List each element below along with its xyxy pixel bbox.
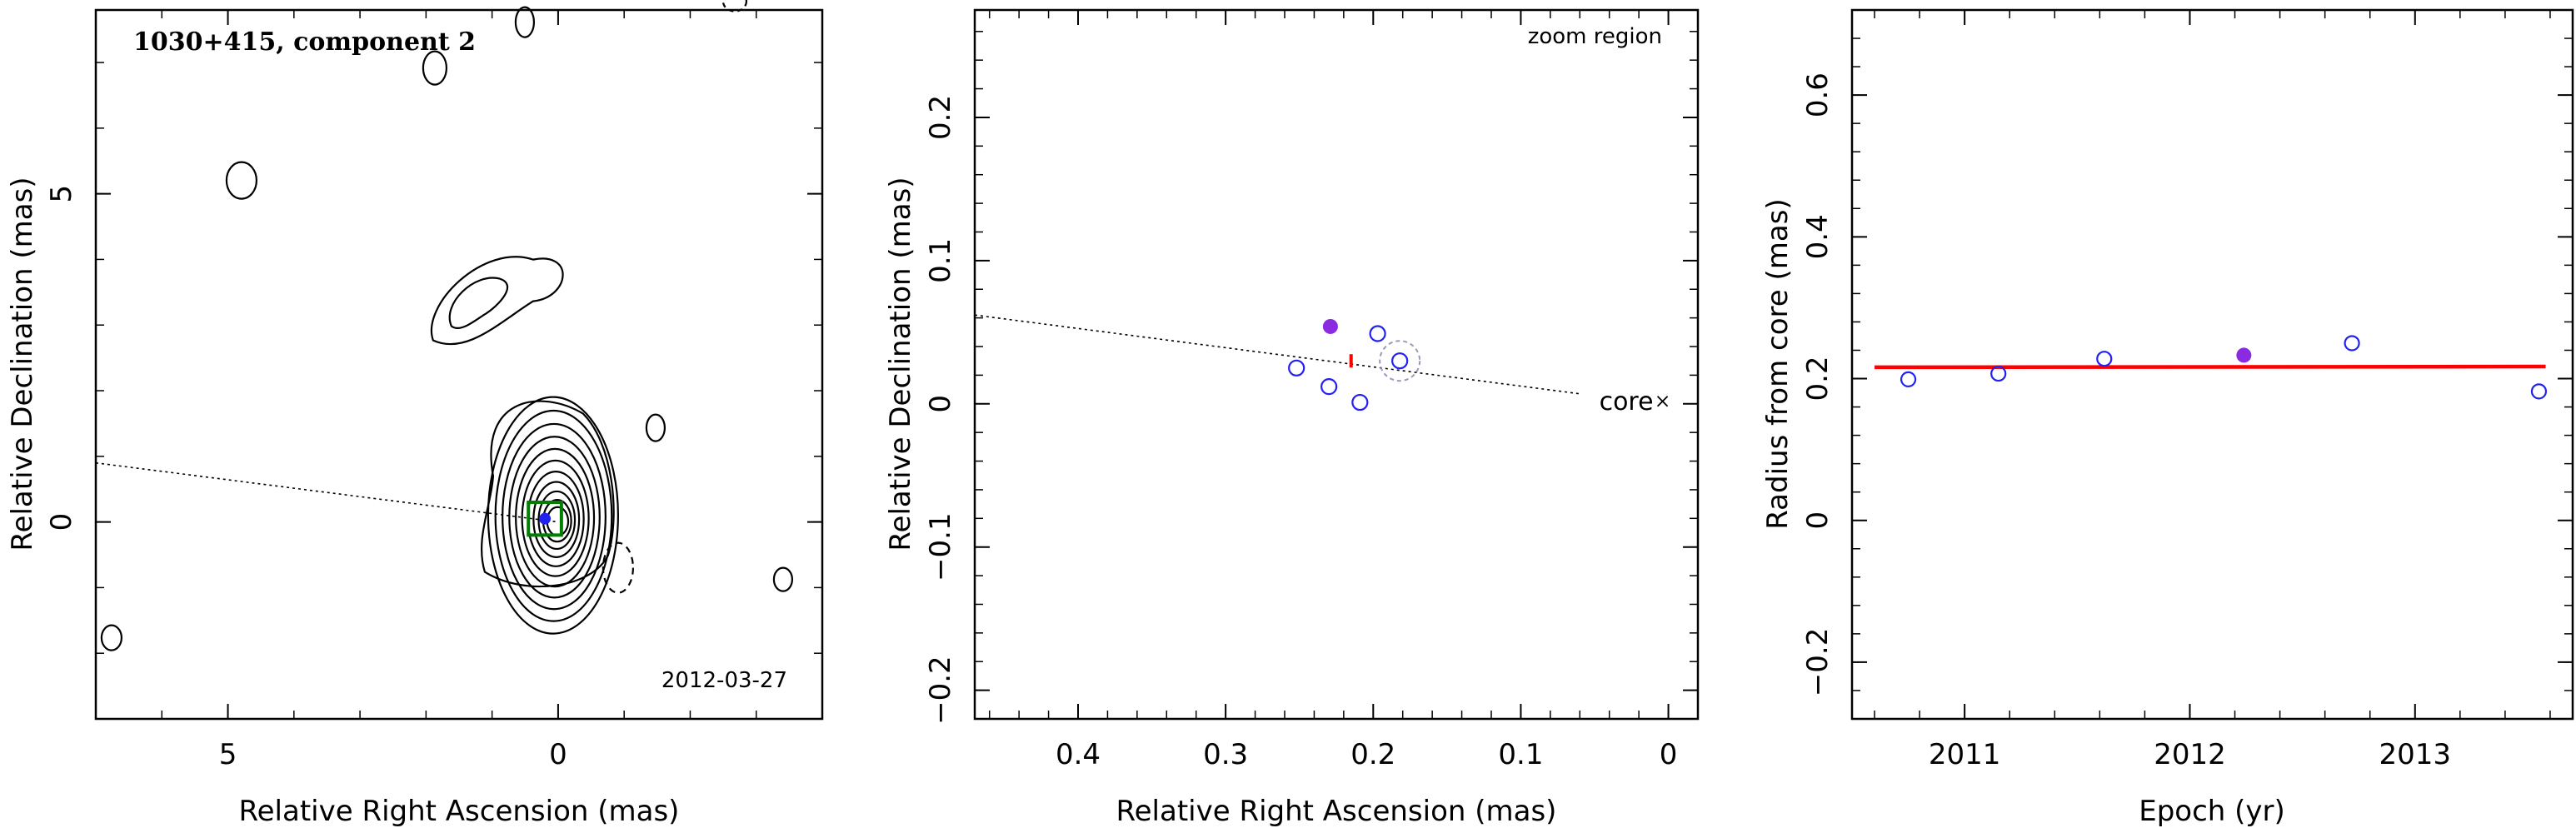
panel-1: 5 0 0 5 1030+415, component 2 2012-03-27 Re… [6,0,824,828]
epoch-point [2096,351,2113,367]
panel-1-y-tick-label: 0 [45,513,78,531]
panel-2-y-tick-label: −0.1 [924,512,957,581]
panel-3: 2011 2012 2013 −0.2 0 0.2 0.4 0.6 Epoch (yr) Ra… [1761,8,2574,828]
panel-2-frame [973,8,1700,721]
panel-2-x-tick-label: 0.4 [1056,738,1101,771]
contour-level [502,422,607,611]
contour-jet-inner [448,277,509,330]
panel-2-x-tick-label: 0.2 [1350,738,1395,771]
component-box [527,500,563,537]
panel-1-contours [95,0,794,651]
panel-2-annotation: zoom region [1528,24,1662,49]
epoch-point [1391,352,1409,370]
epoch-point [2344,335,2360,352]
contour-negative [602,541,635,594]
contour-level [515,447,596,588]
panel-2-y-tick-label: −0.2 [924,656,957,725]
component-dot [539,512,552,525]
epoch-point [2530,383,2548,400]
contour-level [487,396,620,635]
contour-island [422,50,448,86]
panel-1-x-tick-label: 0 [549,738,567,771]
contour-level [494,409,613,622]
contour-level [546,506,570,537]
panel-2-x-tick-label: 0 [1660,738,1678,771]
panel-3-y-tick-label: −0.2 [1801,628,1835,697]
panel-2-y-tick-label: 0.2 [924,95,957,140]
panel-2-x-tick-label: 0.1 [1498,738,1543,771]
contour-negative [721,0,748,12]
contour-level [537,490,577,551]
epoch-point [1320,378,1338,396]
contour-level [521,459,590,577]
panel-3-y-tick-label: 0.6 [1801,72,1835,117]
panel-2: 0.4 0.3 0.2 0.1 0 −0.2 −0.1 0 0.1 0.2 zoom region… [884,8,1700,828]
epoch-point [1369,325,1386,342]
panel-2-x-axis-title: Relative Right Ascension (mas) [1116,795,1557,828]
panel-3-axes: 2011 2012 2013 −0.2 0 0.2 0.4 0.6 [1801,9,2573,771]
contour-jet-outer [430,256,564,346]
panel-1-axes: 5 0 0 5 [45,10,823,771]
panel-1-frame [94,8,824,721]
panel-1-y-tick-label: 5 [45,185,78,203]
contour-island [772,566,794,592]
panel-3-x-tick-label: 2011 [1929,738,2001,771]
epoch-point [1288,359,1305,377]
direction-line [974,314,1580,395]
panel-1-y-axis-title: Relative Declination (mas) [6,177,39,551]
contour-level [508,436,601,599]
contour-island [225,161,258,200]
panel-1-x-axis-title: Relative Right Ascension (mas) [239,795,680,828]
epoch-point [1990,365,2007,382]
contour-island [645,413,666,442]
epoch-point [1900,371,1917,387]
epoch-point [1351,393,1369,412]
panel-1-title: 1030+415, component 2 [133,27,476,57]
panel-2-y-tick-label: 0.1 [924,238,957,283]
contour-level [532,481,581,558]
core-cross [1656,396,1669,407]
panel-2-axes: 0.4 0.3 0.2 0.1 0 −0.2 −0.1 0 0.1 0.2 [924,10,1699,771]
direction-line [95,461,559,523]
panel-3-y-tick-label: 0 [1801,511,1835,530]
contour-island [100,624,123,651]
panel-2-x-tick-label: 0.3 [1203,738,1248,771]
uncertainty-circle [1379,340,1421,382]
panel-3-y-tick-label: 0.2 [1801,356,1835,401]
current-epoch-point [2236,347,2252,363]
panel-1-date: 2012-03-27 [661,668,787,693]
panel-3-y-axis-title: Radius from core (mas) [1761,198,1795,529]
panel-3-x-tick-label: 2012 [2154,738,2226,771]
panel-2-y-axis-title: Relative Declination (mas) [884,177,917,551]
panel-3-x-tick-label: 2013 [2379,738,2452,771]
current-epoch-point [1322,318,1338,334]
panel-3-y-tick-label: 0.4 [1801,214,1835,259]
panel-3-frame [1850,8,2574,721]
panel-3-content [1875,335,2548,400]
contour-island [514,6,536,38]
panel-1-x-tick-label: 5 [219,738,237,771]
core-label: core [1600,387,1654,416]
panel-3-x-axis-title: Epoch (yr) [2139,795,2285,828]
panel-2-y-tick-label: 0 [924,395,957,413]
panel-2-content [974,314,1669,412]
